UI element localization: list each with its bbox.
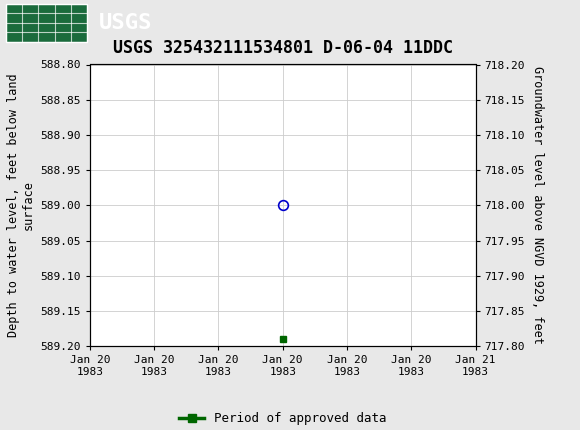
FancyBboxPatch shape (6, 3, 87, 42)
Legend: Period of approved data: Period of approved data (174, 407, 392, 430)
Text: USGS 325432111534801 D-06-04 11DDC: USGS 325432111534801 D-06-04 11DDC (113, 39, 453, 57)
Y-axis label: Depth to water level, feet below land
surface: Depth to water level, feet below land su… (7, 74, 35, 337)
Y-axis label: Groundwater level above NGVD 1929, feet: Groundwater level above NGVD 1929, feet (531, 66, 543, 344)
Text: USGS: USGS (99, 12, 152, 33)
